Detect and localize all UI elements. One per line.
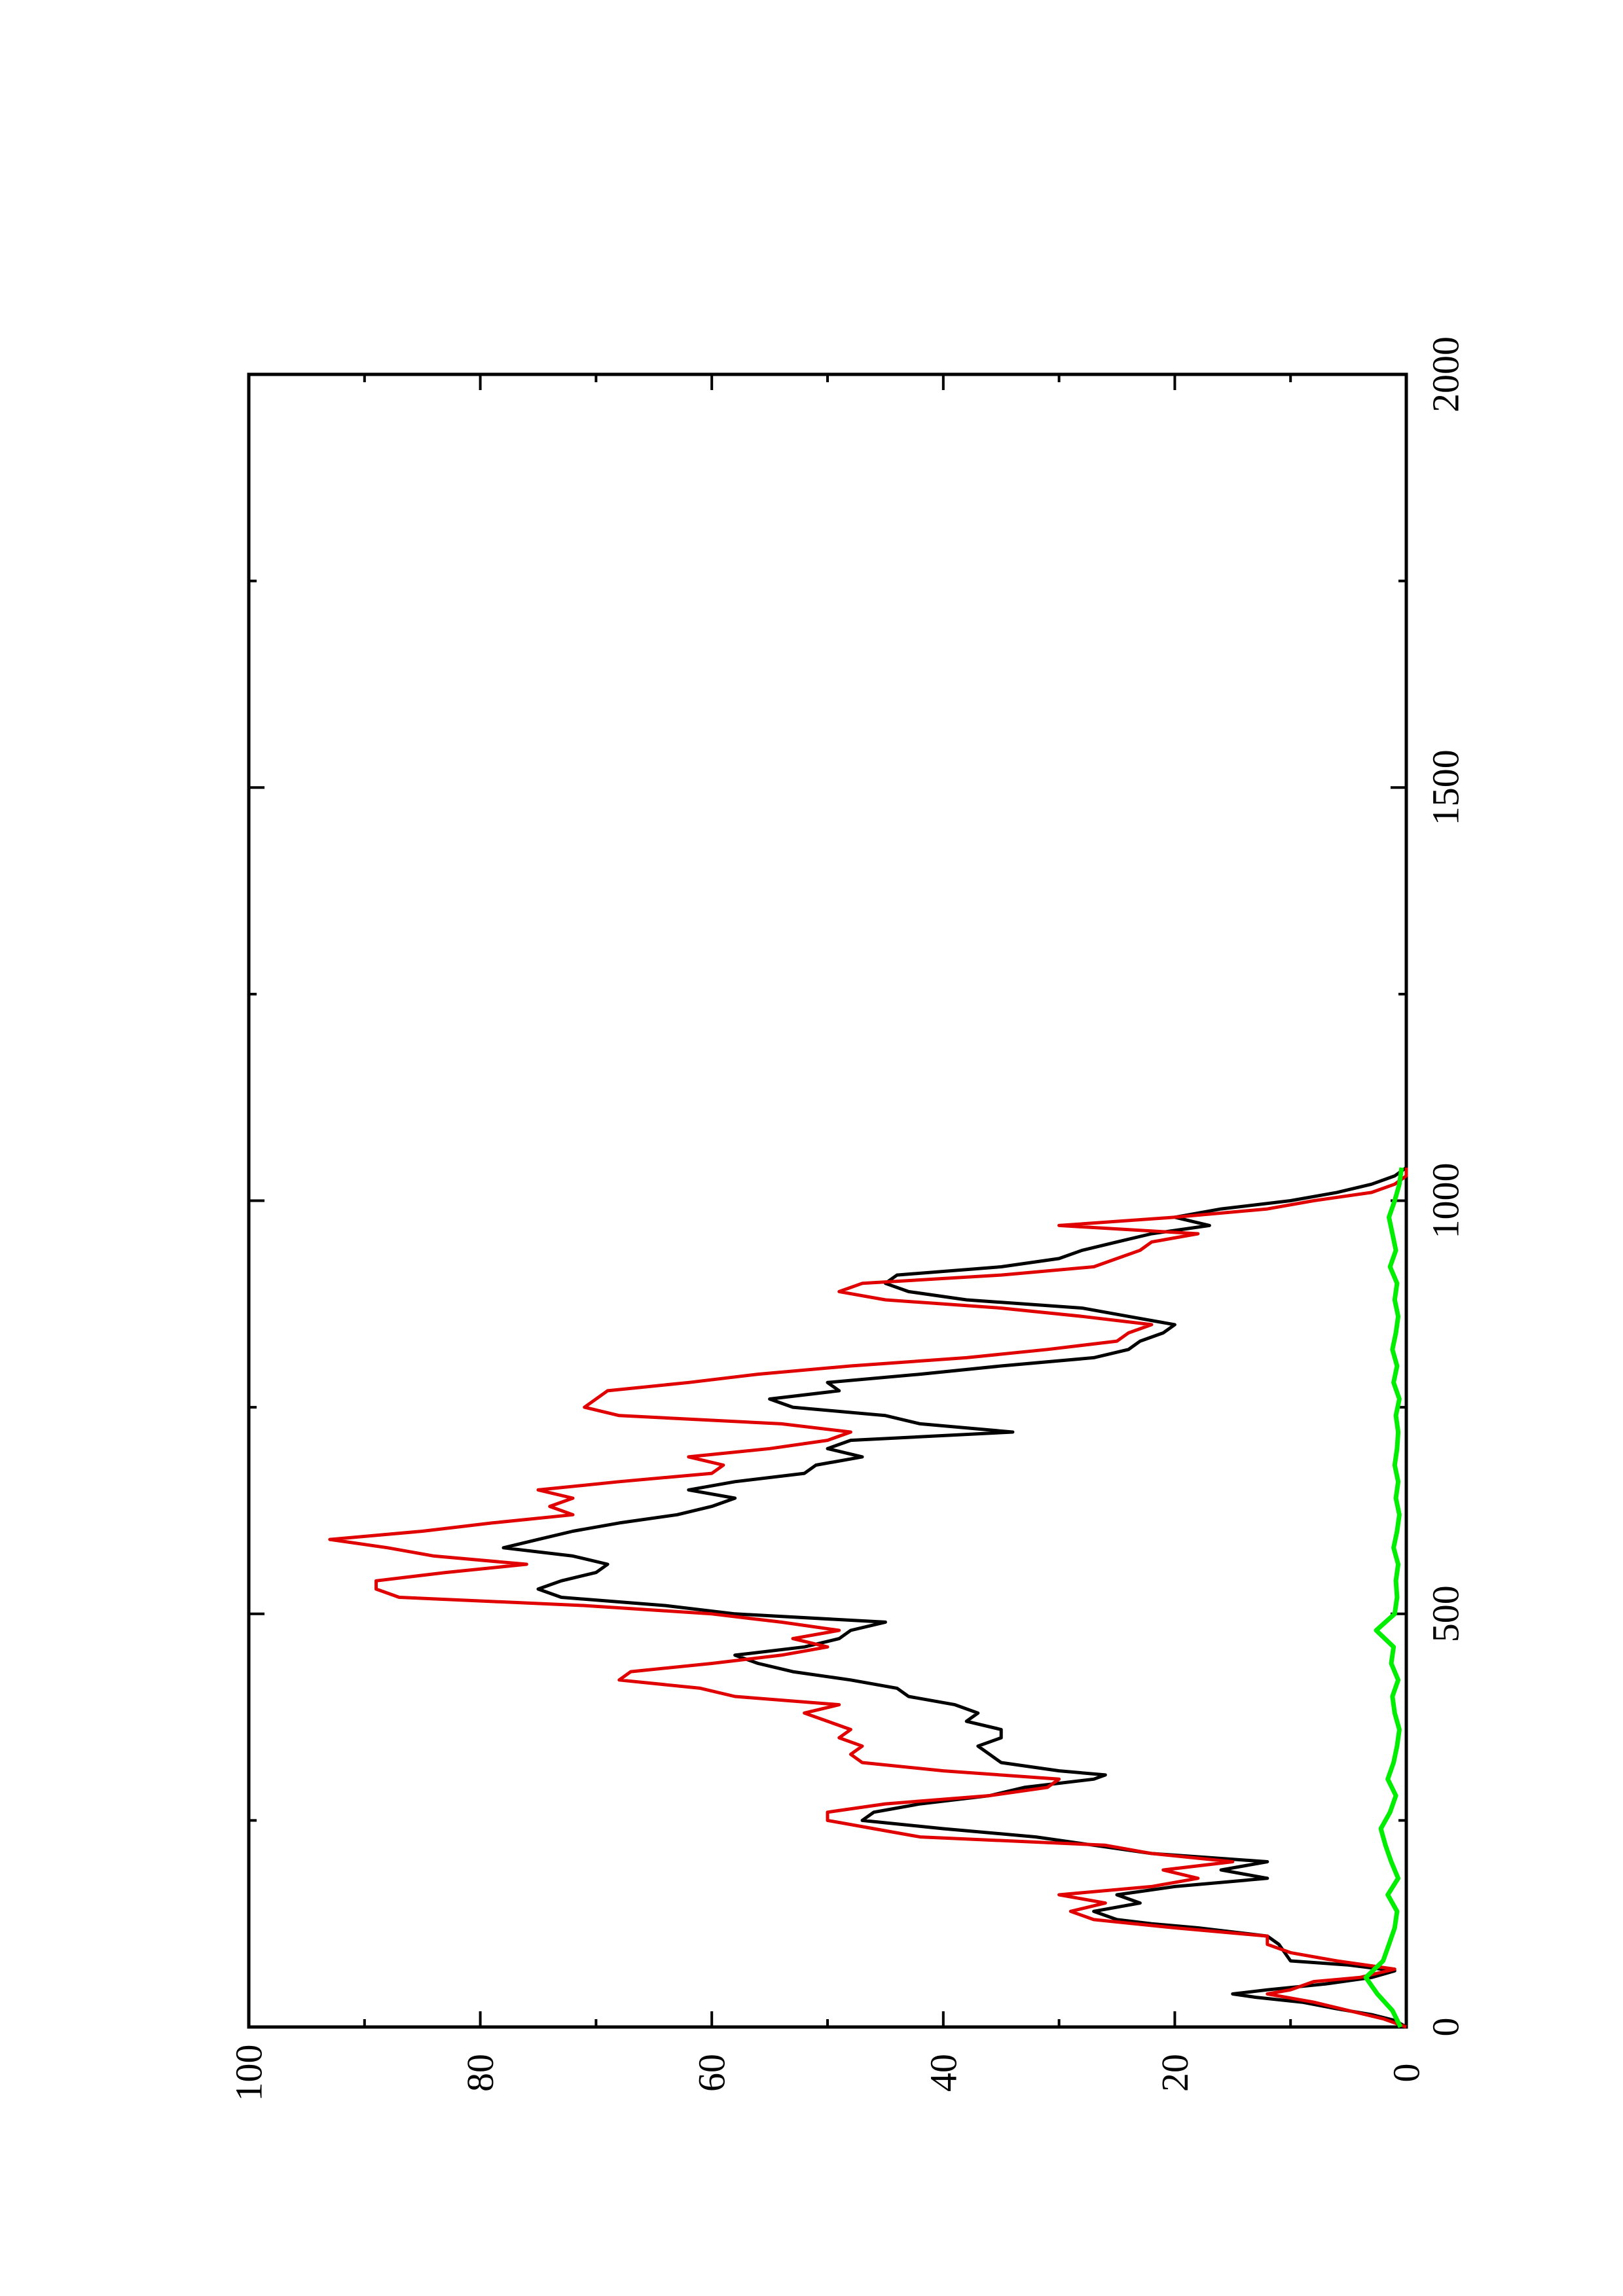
tick-labels: 0 500 1000 1500 2000 0 20 40 60 80 100 xyxy=(228,336,1467,2102)
series-layer xyxy=(328,1166,1408,2029)
y-tick-label: 100 xyxy=(228,2045,270,2102)
series-line-1 xyxy=(328,1168,1408,2029)
x-tick-label: 2000 xyxy=(1425,336,1467,412)
x-tick-label: 1500 xyxy=(1425,749,1467,825)
x-tick-label: 500 xyxy=(1425,1585,1467,1642)
plot-frame xyxy=(247,372,1408,2029)
axis-ticks xyxy=(247,373,1408,2028)
y-tick-label: 60 xyxy=(691,2054,733,2092)
y-tick-label: 40 xyxy=(922,2054,964,2092)
y-tick-label: 80 xyxy=(459,2054,501,2092)
series-line-0 xyxy=(501,1166,1408,2029)
series-line-2 xyxy=(1363,1167,1404,2028)
y-tick-label: 0 xyxy=(1385,2064,1428,2083)
x-tick-label: 1000 xyxy=(1425,1163,1467,1239)
x-tick-label: 0 xyxy=(1425,2018,1467,2037)
y-tick-label: 20 xyxy=(1154,2054,1196,2092)
